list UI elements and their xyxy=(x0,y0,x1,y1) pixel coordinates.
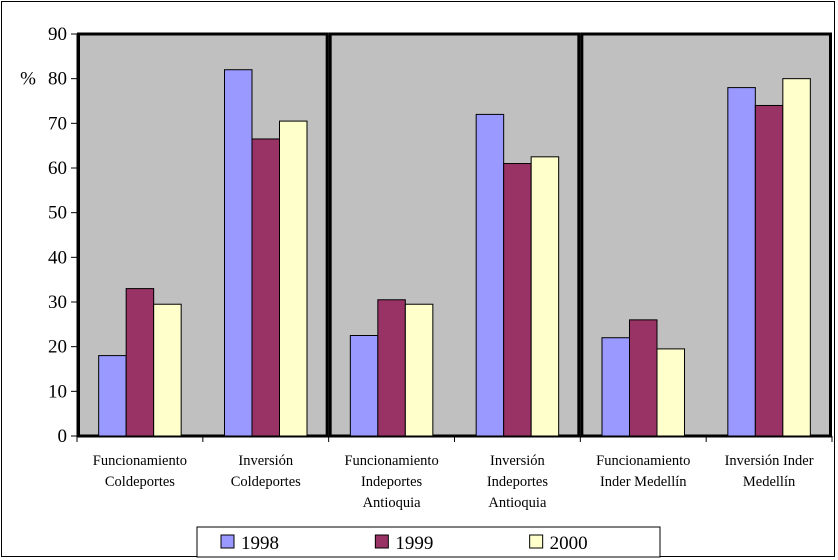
legend-swatch-2000 xyxy=(529,534,544,549)
bar-1998 xyxy=(601,337,630,437)
bar-1998 xyxy=(475,113,505,437)
y-tick-label: 80 xyxy=(48,69,67,90)
bar-2000 xyxy=(279,120,308,437)
bar-2000 xyxy=(404,303,434,437)
bar-1999 xyxy=(377,299,406,437)
y-tick-label: 20 xyxy=(48,337,67,358)
legend-swatch-1998 xyxy=(220,534,235,549)
bar-1999 xyxy=(629,319,658,437)
x-category-label-line: Funcionamiento xyxy=(344,453,438,469)
y-tick-label: 60 xyxy=(48,158,67,179)
x-category-label-line: Funcionamiento xyxy=(93,453,187,469)
x-category-label-line: Coldeportes xyxy=(105,474,175,490)
x-category-label-line: Indeportes xyxy=(487,474,549,490)
y-axis-label: % xyxy=(20,69,36,90)
y-tick-label: 0 xyxy=(58,426,68,447)
y-tick-label: 50 xyxy=(48,203,67,224)
legend-box xyxy=(196,526,661,558)
x-category-label-line: Inversión Inder xyxy=(725,453,814,469)
bar-1999 xyxy=(754,104,784,437)
bar-1999 xyxy=(503,163,532,437)
bar-1999 xyxy=(251,138,280,437)
bar-1998 xyxy=(727,87,756,437)
legend-label-1998: 1998 xyxy=(241,533,279,554)
x-category-label: Inversión Coldeportes xyxy=(231,453,301,490)
y-tick-label: 10 xyxy=(48,381,67,402)
bar-1999 xyxy=(125,288,155,437)
x-category-label-line: Inder Medellín xyxy=(600,474,687,490)
x-category-label: Funcionamiento Coldeportes xyxy=(93,453,187,490)
y-tick-label: 70 xyxy=(48,113,67,134)
bar-2000 xyxy=(153,303,182,437)
x-category-label-line: Inversión xyxy=(238,453,294,469)
bar-1998 xyxy=(98,355,127,437)
bar-2000 xyxy=(782,78,811,437)
x-category-label-line: Coldeportes xyxy=(231,474,301,490)
bar-1998 xyxy=(349,335,379,437)
x-category-label-line: Antioquia xyxy=(488,495,547,511)
y-tick-label: 30 xyxy=(48,292,67,313)
legend-label-1999: 1999 xyxy=(395,533,433,554)
x-category-label: Funcionamiento Inder Medellín xyxy=(596,453,690,490)
legend-label-2000: 2000 xyxy=(550,533,588,554)
y-tick-label: 90 xyxy=(48,24,67,45)
x-category-label: Inversión Indeportes Antioquia xyxy=(487,453,549,511)
x-category-label-line: Antioquia xyxy=(363,495,422,511)
legend-swatch-1999 xyxy=(374,534,389,549)
x-category-label-line: Funcionamiento xyxy=(596,453,690,469)
x-category-label: Funcionamiento Indeportes Antioquia xyxy=(344,453,438,511)
x-category-label-line: Inversión xyxy=(490,453,546,469)
bar-2000 xyxy=(530,156,560,437)
bar-1998 xyxy=(224,69,253,437)
bar-2000 xyxy=(656,348,685,437)
x-category-label: Inversión Inder Medellín xyxy=(725,453,814,490)
x-category-label-line: Medellín xyxy=(743,474,796,490)
y-tick-label: 40 xyxy=(48,247,67,268)
x-category-label-line: Indeportes xyxy=(361,474,423,490)
plot-area xyxy=(77,34,832,436)
